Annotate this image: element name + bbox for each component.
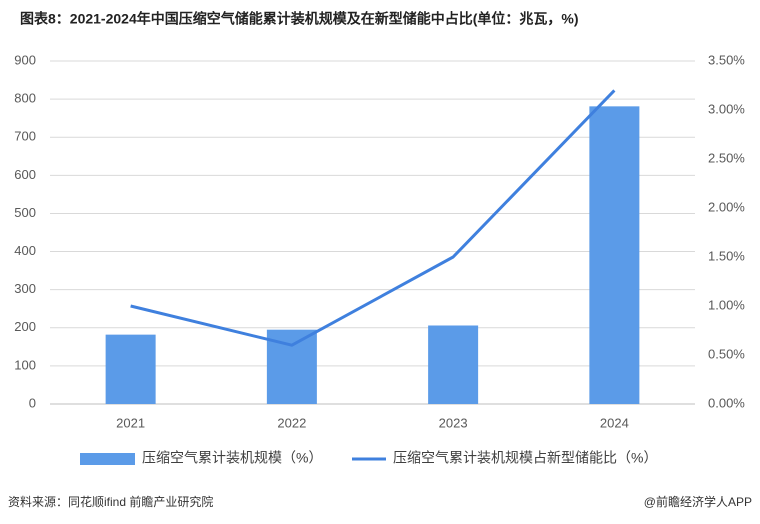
chart-title: 图表8：2021-2024年中国压缩空气储能累计装机规模及在新型储能中占比(单位… <box>20 11 579 27</box>
y-tick-label: 500 <box>14 205 36 220</box>
y-tick-label: 700 <box>14 129 36 144</box>
y2-tick-label: 3.00% <box>708 101 745 116</box>
x-tick-label: 2023 <box>439 415 468 430</box>
legend-label: 压缩空气累计装机规模占新型储能比（%） <box>393 450 657 466</box>
y2-tick-label: 0.50% <box>708 346 745 361</box>
legend-swatch <box>80 453 135 465</box>
y2-tick-label: 2.50% <box>708 150 745 165</box>
y2-tick-label: 3.50% <box>708 52 745 67</box>
x-tick-label: 2021 <box>116 415 145 430</box>
y-tick-label: 800 <box>14 91 36 106</box>
y-tick-label: 100 <box>14 357 36 372</box>
credit: @前瞻经济学人APP <box>644 494 752 509</box>
x-tick-label: 2022 <box>277 415 306 430</box>
y-tick-label: 300 <box>14 281 36 296</box>
y2-tick-label: 2.00% <box>708 199 745 214</box>
y-tick-label: 900 <box>14 52 36 67</box>
bar <box>589 106 640 404</box>
line <box>130 89 616 347</box>
y-tick-label: 400 <box>14 243 36 258</box>
bar <box>105 334 156 404</box>
y2-tick-label: 0.00% <box>708 395 745 410</box>
y2-tick-label: 1.00% <box>708 297 745 312</box>
y-tick-label: 200 <box>14 319 36 334</box>
y-tick-label: 0 <box>29 395 36 410</box>
bar <box>428 325 479 404</box>
source: 资料来源：同花顺ifind 前瞻产业研究院 <box>8 494 213 509</box>
legend-label: 压缩空气累计装机规模（%） <box>142 450 322 466</box>
y2-tick-label: 1.50% <box>708 248 745 263</box>
x-tick-label: 2024 <box>600 415 629 430</box>
y-tick-label: 600 <box>14 167 36 182</box>
